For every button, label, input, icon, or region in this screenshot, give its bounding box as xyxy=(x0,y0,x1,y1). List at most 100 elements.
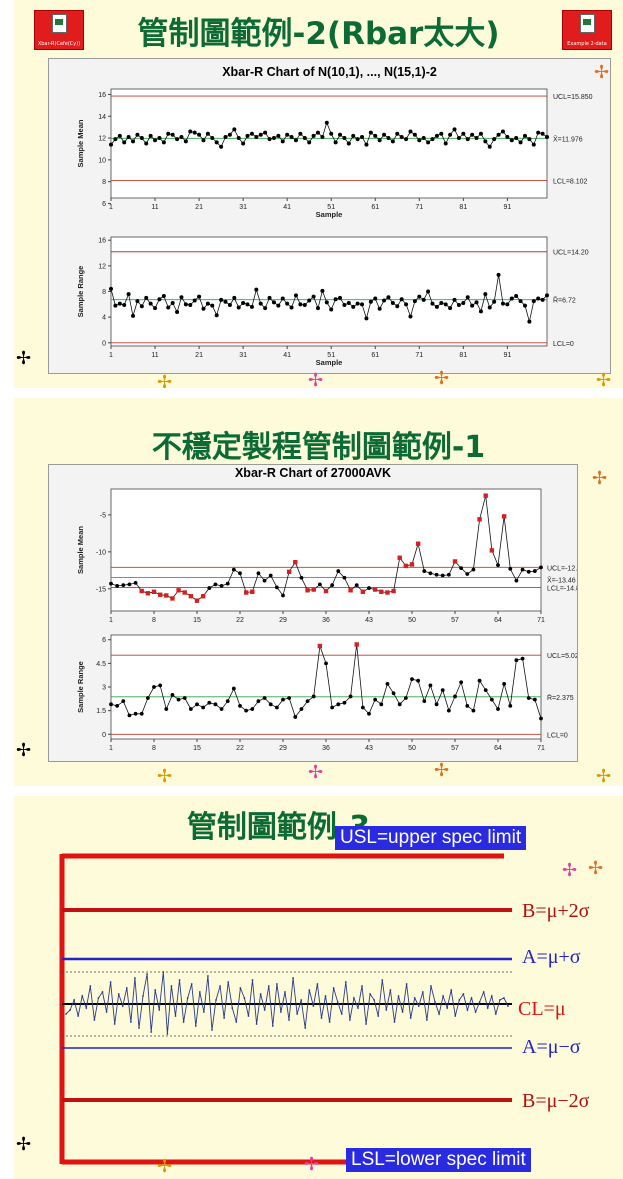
excel-file-icon-right[interactable]: Example 2-data xyxy=(562,10,612,50)
process-point xyxy=(170,985,173,987)
process-point xyxy=(235,1021,238,1023)
data-point xyxy=(131,139,136,144)
data-point xyxy=(302,302,307,307)
data-point xyxy=(201,705,206,710)
data-point xyxy=(241,141,246,146)
y-tick-label: 12 xyxy=(98,263,106,270)
data-point xyxy=(324,661,328,666)
process-point xyxy=(348,1019,351,1021)
x-tick-label: 21 xyxy=(195,204,203,211)
x-tick-label: 50 xyxy=(408,745,416,752)
data-point xyxy=(453,694,457,699)
data-point xyxy=(412,299,417,304)
data-point xyxy=(109,702,113,707)
process-point xyxy=(275,983,278,985)
data-point xyxy=(263,130,268,135)
process-point xyxy=(507,1005,509,1007)
process-point xyxy=(280,1011,282,1013)
data-point xyxy=(311,133,316,138)
process-point xyxy=(328,1021,331,1023)
process-point xyxy=(442,995,445,997)
data-point xyxy=(188,707,193,711)
data-point xyxy=(434,304,439,309)
x-tick-label: 50 xyxy=(408,617,416,624)
data-point xyxy=(219,297,224,302)
dragonfly-icon: ✢ xyxy=(304,1154,320,1175)
data-point xyxy=(175,137,180,142)
process-point xyxy=(304,1027,307,1029)
data-point xyxy=(532,697,537,702)
process-point xyxy=(69,1009,71,1011)
icon-label-right: Example 2-data xyxy=(567,41,607,47)
data-point xyxy=(465,572,470,576)
flagged-point xyxy=(305,588,310,593)
flagged-point xyxy=(157,592,163,597)
data-point xyxy=(456,302,461,307)
process-point xyxy=(320,1017,323,1019)
data-point xyxy=(338,295,343,300)
ucl-label: UCL=15.850 xyxy=(553,94,593,101)
data-point xyxy=(440,573,445,578)
data-point xyxy=(465,137,470,142)
dragonfly-icon: ✢ xyxy=(16,1134,32,1155)
data-point xyxy=(527,137,532,142)
process-point xyxy=(340,1013,343,1015)
data-point xyxy=(109,286,113,291)
data-point xyxy=(386,295,391,300)
data-point xyxy=(170,692,175,697)
process-point xyxy=(65,1013,67,1015)
process-point xyxy=(454,1015,457,1017)
data-point xyxy=(236,136,241,141)
process-point xyxy=(478,1001,481,1003)
x-tick-label: 61 xyxy=(371,204,379,211)
data-point xyxy=(391,691,396,696)
data-point xyxy=(276,303,281,308)
data-point xyxy=(227,302,232,307)
y-tick-label: 16 xyxy=(98,238,106,245)
data-point xyxy=(399,297,404,302)
data-point xyxy=(192,130,197,135)
excel-file-icon-left[interactable]: Xbar-R(Cefe(Cy)) xyxy=(34,10,84,50)
x-tick-label: 36 xyxy=(322,745,330,752)
data-point xyxy=(518,299,523,304)
process-point xyxy=(430,985,432,987)
data-point xyxy=(478,309,483,314)
data-point xyxy=(399,134,404,139)
data-point xyxy=(360,302,365,307)
y-tick-label: 8 xyxy=(102,289,106,296)
data-point xyxy=(131,313,136,318)
data-point xyxy=(298,302,303,307)
data-point xyxy=(281,697,285,702)
data-point xyxy=(487,144,492,149)
data-point xyxy=(135,132,140,137)
flagged-point xyxy=(360,589,366,594)
y-tick-label: 6 xyxy=(102,201,106,208)
data-point xyxy=(470,303,475,308)
process-point xyxy=(316,983,319,985)
data-point xyxy=(250,707,255,711)
x-tick-label: 41 xyxy=(283,352,291,359)
data-point xyxy=(373,133,378,138)
dragonfly-icon: ✢ xyxy=(157,1156,173,1177)
y-tick-label: -10 xyxy=(96,549,106,556)
series-line xyxy=(110,274,548,322)
process-point xyxy=(154,989,157,991)
data-point xyxy=(311,294,316,299)
flagged-point xyxy=(182,590,187,595)
data-point xyxy=(422,569,427,573)
data-point xyxy=(225,699,230,704)
data-point xyxy=(471,708,476,713)
data-point xyxy=(179,295,184,300)
data-point xyxy=(117,301,122,306)
process-point xyxy=(166,1033,169,1035)
data-point xyxy=(360,134,365,139)
data-point xyxy=(214,140,219,145)
process-point xyxy=(288,1019,290,1021)
process-point xyxy=(482,991,485,993)
process-point xyxy=(369,993,372,995)
process-point xyxy=(85,1007,88,1009)
chart-panel-1: Xbar-R Chart of N(10,1), ..., N(15,1)-2 … xyxy=(48,58,611,374)
data-point xyxy=(170,132,175,137)
data-point xyxy=(214,313,219,318)
